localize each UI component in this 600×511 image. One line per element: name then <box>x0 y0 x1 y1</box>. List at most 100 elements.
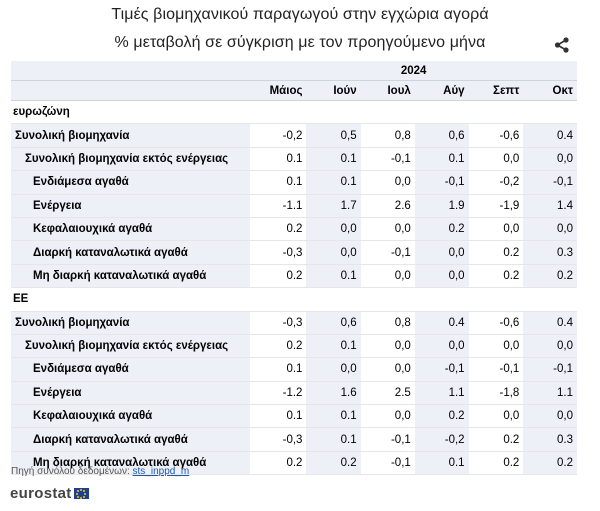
value-cell: 0,0 <box>468 404 524 429</box>
table-row: Κεφαλαιουχικά αγαθά 0.2 0,0 0,0 0.2 0,0 0,0 <box>11 217 577 242</box>
value-cell: 0,0 <box>306 357 361 382</box>
value-cell: 0,0 <box>468 217 524 242</box>
row-label: Συνολική βιομηχανία <box>11 311 251 335</box>
value-cell: 0.2 <box>468 264 524 289</box>
value-cell: 0,8 <box>360 311 415 335</box>
value-cell: 0.2 <box>523 451 577 476</box>
value-cell: 0,0 <box>360 264 415 289</box>
value-cell: 1.1 <box>523 381 577 406</box>
value-cell: 0,0 <box>523 334 577 359</box>
value-cell: -0,2 <box>414 427 469 452</box>
value-cell: 0.4 <box>414 311 469 335</box>
value-cell: 0,0 <box>360 357 415 382</box>
group-label: ευρωζώνη <box>11 100 577 125</box>
value-cell: 0,0 <box>468 334 524 359</box>
value-cell: 0.2 <box>414 217 469 242</box>
value-cell: -0,1 <box>523 170 577 195</box>
value-cell: 1.9 <box>414 194 469 218</box>
row-label: Συνολική βιομηχανία εκτός ενέργειας <box>11 334 251 359</box>
table-row: Συνολική βιομηχανία εκτός ενέργειας 0.2 0.… <box>11 334 577 359</box>
value-cell: 0,6 <box>414 123 469 148</box>
dataset-source: Πηγή συνόλου δεδομένων: sts_inppd_m <box>11 466 189 477</box>
row-label: Μη διαρκή καταναλωτικά αγαθά <box>11 264 251 289</box>
value-cell: 0,0 <box>360 334 415 359</box>
value-cell: -0,2 <box>468 170 524 195</box>
value-cell: -0,3 <box>250 427 307 452</box>
group-row: ΕΕ <box>11 287 577 312</box>
value-cell: -0,1 <box>468 357 524 382</box>
source-prefix: Πηγή συνόλου δεδομένων: <box>11 466 130 477</box>
group-row: ευρωζώνη <box>11 100 577 125</box>
table-row: Συνολική βιομηχανία εκτός ενέργειας 0.1 0.… <box>11 147 577 172</box>
row-label: Κεφαλαιουχικά αγαθά <box>11 217 251 242</box>
value-cell: 0.1 <box>306 404 361 429</box>
column-header: Μάιος <box>250 80 307 101</box>
value-cell: 0.2 <box>523 264 577 289</box>
row-label: Ενδιάμεσα αγαθά <box>11 357 251 382</box>
column-header-row: Μάιος Ιούν Ιουλ Αύγ Σεπτ Οκτ <box>11 80 577 101</box>
table-row: Συνολική βιομηχανία -0,3 0,6 0,8 0.4 -0,6 0.4 <box>11 311 577 335</box>
value-cell: 0.2 <box>250 334 307 359</box>
table-row: Μη διαρκή καταναλωτικά αγαθά 0.2 0.2 -0,1 0.… <box>11 451 577 476</box>
value-cell: 0.4 <box>523 311 577 335</box>
value-cell: -0,3 <box>250 240 307 265</box>
value-cell: -1,9 <box>468 194 524 218</box>
table-row: Μη διαρκή καταναλωτικά αγαθά 0.2 0.1 0,0 0,0… <box>11 264 577 289</box>
value-cell: -0,1 <box>360 147 415 172</box>
value-cell: 0,0 <box>414 264 469 289</box>
value-cell: 0.1 <box>414 451 469 476</box>
value-cell: 0,0 <box>414 334 469 359</box>
value-cell: 0.1 <box>306 427 361 452</box>
value-cell: -0,1 <box>360 240 415 265</box>
value-cell: -0,1 <box>360 427 415 452</box>
row-label: Διαρκή καταναλωτικά αγαθά <box>11 427 251 452</box>
value-cell: 0.1 <box>250 170 307 195</box>
value-cell: -0,1 <box>523 357 577 382</box>
row-label: Κεφαλαιουχικά αγαθά <box>11 404 251 429</box>
column-header: Ιούν <box>306 80 361 101</box>
dataset-link[interactable]: sts_inppd_m <box>132 466 190 477</box>
value-cell: 0.1 <box>250 147 307 172</box>
value-cell: 0.4 <box>523 123 577 148</box>
value-cell: 0.1 <box>414 147 469 172</box>
row-label: Μη διαρκή καταναλωτικά αγαθά <box>11 451 251 476</box>
column-header: Ιουλ <box>360 80 415 101</box>
value-cell: 0,0 <box>360 170 415 195</box>
year-header-row: 2024 <box>11 61 577 81</box>
value-cell: 1.6 <box>306 381 361 406</box>
value-cell: 0,0 <box>523 404 577 429</box>
value-cell: 0.1 <box>250 404 307 429</box>
table-row: Διαρκή καταναλωτικά αγαθά -0,3 0.1 -0,1 -0,2… <box>11 427 577 452</box>
value-cell: 0.1 <box>250 357 307 382</box>
row-label: Συνολική βιομηχανία <box>11 123 251 148</box>
value-cell: 0,0 <box>523 217 577 242</box>
value-cell: 0.2 <box>250 264 307 289</box>
value-cell: 0,0 <box>414 240 469 265</box>
value-cell: 0,0 <box>306 217 361 242</box>
value-cell: -0,3 <box>250 311 307 335</box>
value-cell: 0,0 <box>306 240 361 265</box>
value-cell: 0,0 <box>523 147 577 172</box>
value-cell: -0,1 <box>414 357 469 382</box>
value-cell: 0.1 <box>306 334 361 359</box>
column-header: Αύγ <box>414 80 469 101</box>
row-label: Ενέργεια <box>11 381 251 406</box>
share-icon[interactable] <box>553 36 571 54</box>
value-cell: 0,0 <box>468 147 524 172</box>
value-cell: -1,8 <box>468 381 524 406</box>
column-header-spacer <box>11 80 251 101</box>
value-cell: 0,8 <box>360 123 415 148</box>
table-row: Ενδιάμεσα αγαθά 0.1 0.1 0,0 -0,1 -0,2 -0,1 <box>11 170 577 195</box>
value-cell: 1.7 <box>306 194 361 218</box>
table-row: Ενέργεια -1.1 1.7 2.6 1.9 -1,9 1.4 <box>11 194 577 218</box>
row-label: Ενδιάμεσα αγαθά <box>11 170 251 195</box>
value-cell: -0,1 <box>360 451 415 476</box>
row-label: Διαρκή καταναλωτικά αγαθά <box>11 240 251 265</box>
value-cell: 0,0 <box>360 404 415 429</box>
value-cell: 0.3 <box>523 427 577 452</box>
column-header: Σεπτ <box>468 80 524 101</box>
table-row: Ενέργεια -1.2 1.6 2.5 1.1 -1,8 1.1 <box>11 381 577 406</box>
column-header: Οκτ <box>523 80 577 101</box>
chart-subtitle: % μεταβολή σε σύγκριση με τον προηγούμεν… <box>114 34 486 51</box>
value-cell: 0.1 <box>306 264 361 289</box>
